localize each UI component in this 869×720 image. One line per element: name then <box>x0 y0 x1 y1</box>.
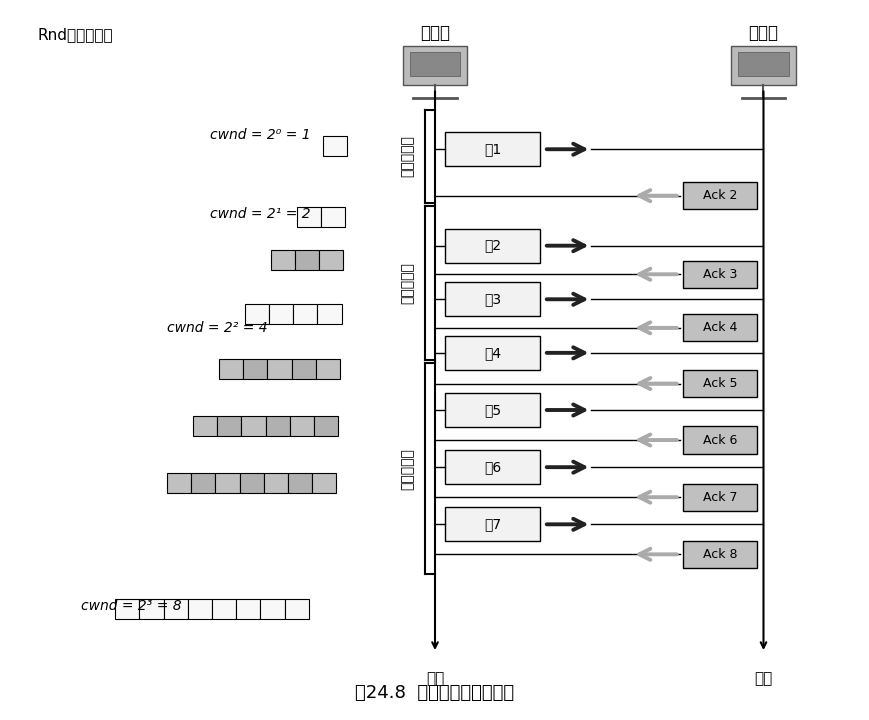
Text: 段4: 段4 <box>484 346 501 360</box>
Text: cwnd = 2⁰ = 1: cwnd = 2⁰ = 1 <box>210 128 310 142</box>
Text: cwnd = 2³ = 8: cwnd = 2³ = 8 <box>81 600 181 613</box>
Text: Ack 5: Ack 5 <box>702 377 736 390</box>
Text: 段7: 段7 <box>484 518 501 531</box>
FancyBboxPatch shape <box>682 541 756 568</box>
Text: 段1: 段1 <box>484 143 501 156</box>
FancyBboxPatch shape <box>730 45 795 85</box>
Text: 图24.8  慢速启动：指数增加: 图24.8 慢速启动：指数增加 <box>355 683 514 701</box>
Text: 发送方: 发送方 <box>420 24 449 42</box>
FancyBboxPatch shape <box>319 250 343 270</box>
Text: 第二次传输: 第二次传输 <box>400 262 414 304</box>
FancyBboxPatch shape <box>260 598 284 618</box>
Text: Ack 8: Ack 8 <box>702 548 736 561</box>
FancyBboxPatch shape <box>217 415 241 436</box>
FancyBboxPatch shape <box>314 415 338 436</box>
FancyBboxPatch shape <box>193 415 217 436</box>
FancyBboxPatch shape <box>167 473 191 493</box>
FancyBboxPatch shape <box>289 415 314 436</box>
Text: cwnd = 2² = 4: cwnd = 2² = 4 <box>167 321 268 335</box>
Text: Ack 2: Ack 2 <box>702 189 736 202</box>
FancyBboxPatch shape <box>115 598 139 618</box>
Text: 时间: 时间 <box>753 671 772 685</box>
FancyBboxPatch shape <box>235 598 260 618</box>
FancyBboxPatch shape <box>322 135 347 156</box>
Text: Rnd：传输次数: Rnd：传输次数 <box>37 27 113 42</box>
FancyBboxPatch shape <box>270 250 295 270</box>
FancyBboxPatch shape <box>212 598 235 618</box>
FancyBboxPatch shape <box>445 393 540 427</box>
FancyBboxPatch shape <box>682 314 756 341</box>
FancyBboxPatch shape <box>445 336 540 370</box>
FancyBboxPatch shape <box>321 207 345 227</box>
FancyBboxPatch shape <box>682 182 756 210</box>
FancyBboxPatch shape <box>738 52 788 76</box>
FancyBboxPatch shape <box>219 359 242 379</box>
Text: 接收方: 接收方 <box>747 24 778 42</box>
FancyBboxPatch shape <box>291 359 315 379</box>
FancyBboxPatch shape <box>293 304 317 323</box>
Text: 段6: 段6 <box>484 460 501 474</box>
FancyBboxPatch shape <box>288 473 312 493</box>
Text: 时间: 时间 <box>426 671 443 685</box>
FancyBboxPatch shape <box>409 52 460 76</box>
Text: 段3: 段3 <box>484 292 501 306</box>
FancyBboxPatch shape <box>163 598 188 618</box>
Text: Ack 6: Ack 6 <box>702 433 736 446</box>
FancyBboxPatch shape <box>242 359 267 379</box>
FancyBboxPatch shape <box>445 132 540 166</box>
FancyBboxPatch shape <box>317 304 342 323</box>
FancyBboxPatch shape <box>216 473 239 493</box>
FancyBboxPatch shape <box>284 598 308 618</box>
Text: 段2: 段2 <box>484 239 501 253</box>
FancyBboxPatch shape <box>296 207 321 227</box>
FancyBboxPatch shape <box>445 507 540 541</box>
FancyBboxPatch shape <box>267 359 291 379</box>
FancyBboxPatch shape <box>239 473 263 493</box>
FancyBboxPatch shape <box>244 304 269 323</box>
Text: 第一次传输: 第一次传输 <box>400 135 414 177</box>
FancyBboxPatch shape <box>139 598 163 618</box>
FancyBboxPatch shape <box>682 261 756 288</box>
FancyBboxPatch shape <box>191 473 216 493</box>
FancyBboxPatch shape <box>312 473 336 493</box>
Text: 第三次传输: 第三次传输 <box>400 448 414 490</box>
FancyBboxPatch shape <box>315 359 340 379</box>
Text: cwnd = 2¹ = 2: cwnd = 2¹ = 2 <box>210 207 310 220</box>
Text: Ack 7: Ack 7 <box>702 490 736 504</box>
FancyBboxPatch shape <box>682 484 756 510</box>
FancyBboxPatch shape <box>682 426 756 454</box>
FancyBboxPatch shape <box>445 228 540 263</box>
FancyBboxPatch shape <box>188 598 212 618</box>
FancyBboxPatch shape <box>445 450 540 485</box>
Text: Ack 4: Ack 4 <box>702 321 736 334</box>
FancyBboxPatch shape <box>295 250 319 270</box>
FancyBboxPatch shape <box>265 415 289 436</box>
Text: 段5: 段5 <box>484 403 501 417</box>
FancyBboxPatch shape <box>241 415 265 436</box>
Text: Ack 3: Ack 3 <box>702 268 736 281</box>
FancyBboxPatch shape <box>682 370 756 397</box>
FancyBboxPatch shape <box>445 282 540 316</box>
FancyBboxPatch shape <box>402 45 467 85</box>
FancyBboxPatch shape <box>269 304 293 323</box>
FancyBboxPatch shape <box>263 473 288 493</box>
